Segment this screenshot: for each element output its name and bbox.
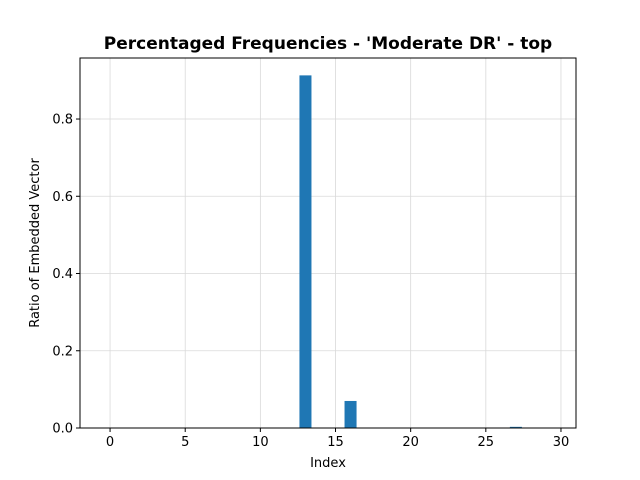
y-axis-label: Ratio of Embedded Vector: [28, 158, 43, 328]
bar: [299, 75, 312, 429]
x-tick-label: 30: [553, 435, 570, 450]
x-tick-label: 25: [478, 435, 495, 450]
y-tick-label: 0.2: [52, 344, 73, 359]
x-tick-label: 0: [106, 435, 114, 450]
chart-title: Percentaged Frequencies - 'Moderate DR' …: [104, 34, 552, 54]
y-tick-label: 0.4: [52, 267, 73, 282]
bars: [299, 75, 522, 429]
plot-frame: [79, 57, 577, 429]
bar: [344, 400, 357, 428]
y-tick-label: 0.0: [52, 422, 73, 437]
x-tick-label: 5: [181, 435, 189, 450]
bar: [509, 426, 522, 428]
x-tick-label: 15: [327, 435, 344, 450]
x-tick-label: 10: [252, 435, 269, 450]
x-tick-label: 20: [402, 435, 419, 450]
y-tick-label: 0.8: [52, 113, 73, 128]
x-axis-label: Index: [310, 456, 346, 471]
y-tick-label: 0.6: [52, 190, 73, 205]
axis-ticks: 0 5 10 15 20 25 30 0.0 0.2 0.4 0.6 0.8: [52, 113, 569, 450]
grid-lines: [80, 58, 576, 429]
